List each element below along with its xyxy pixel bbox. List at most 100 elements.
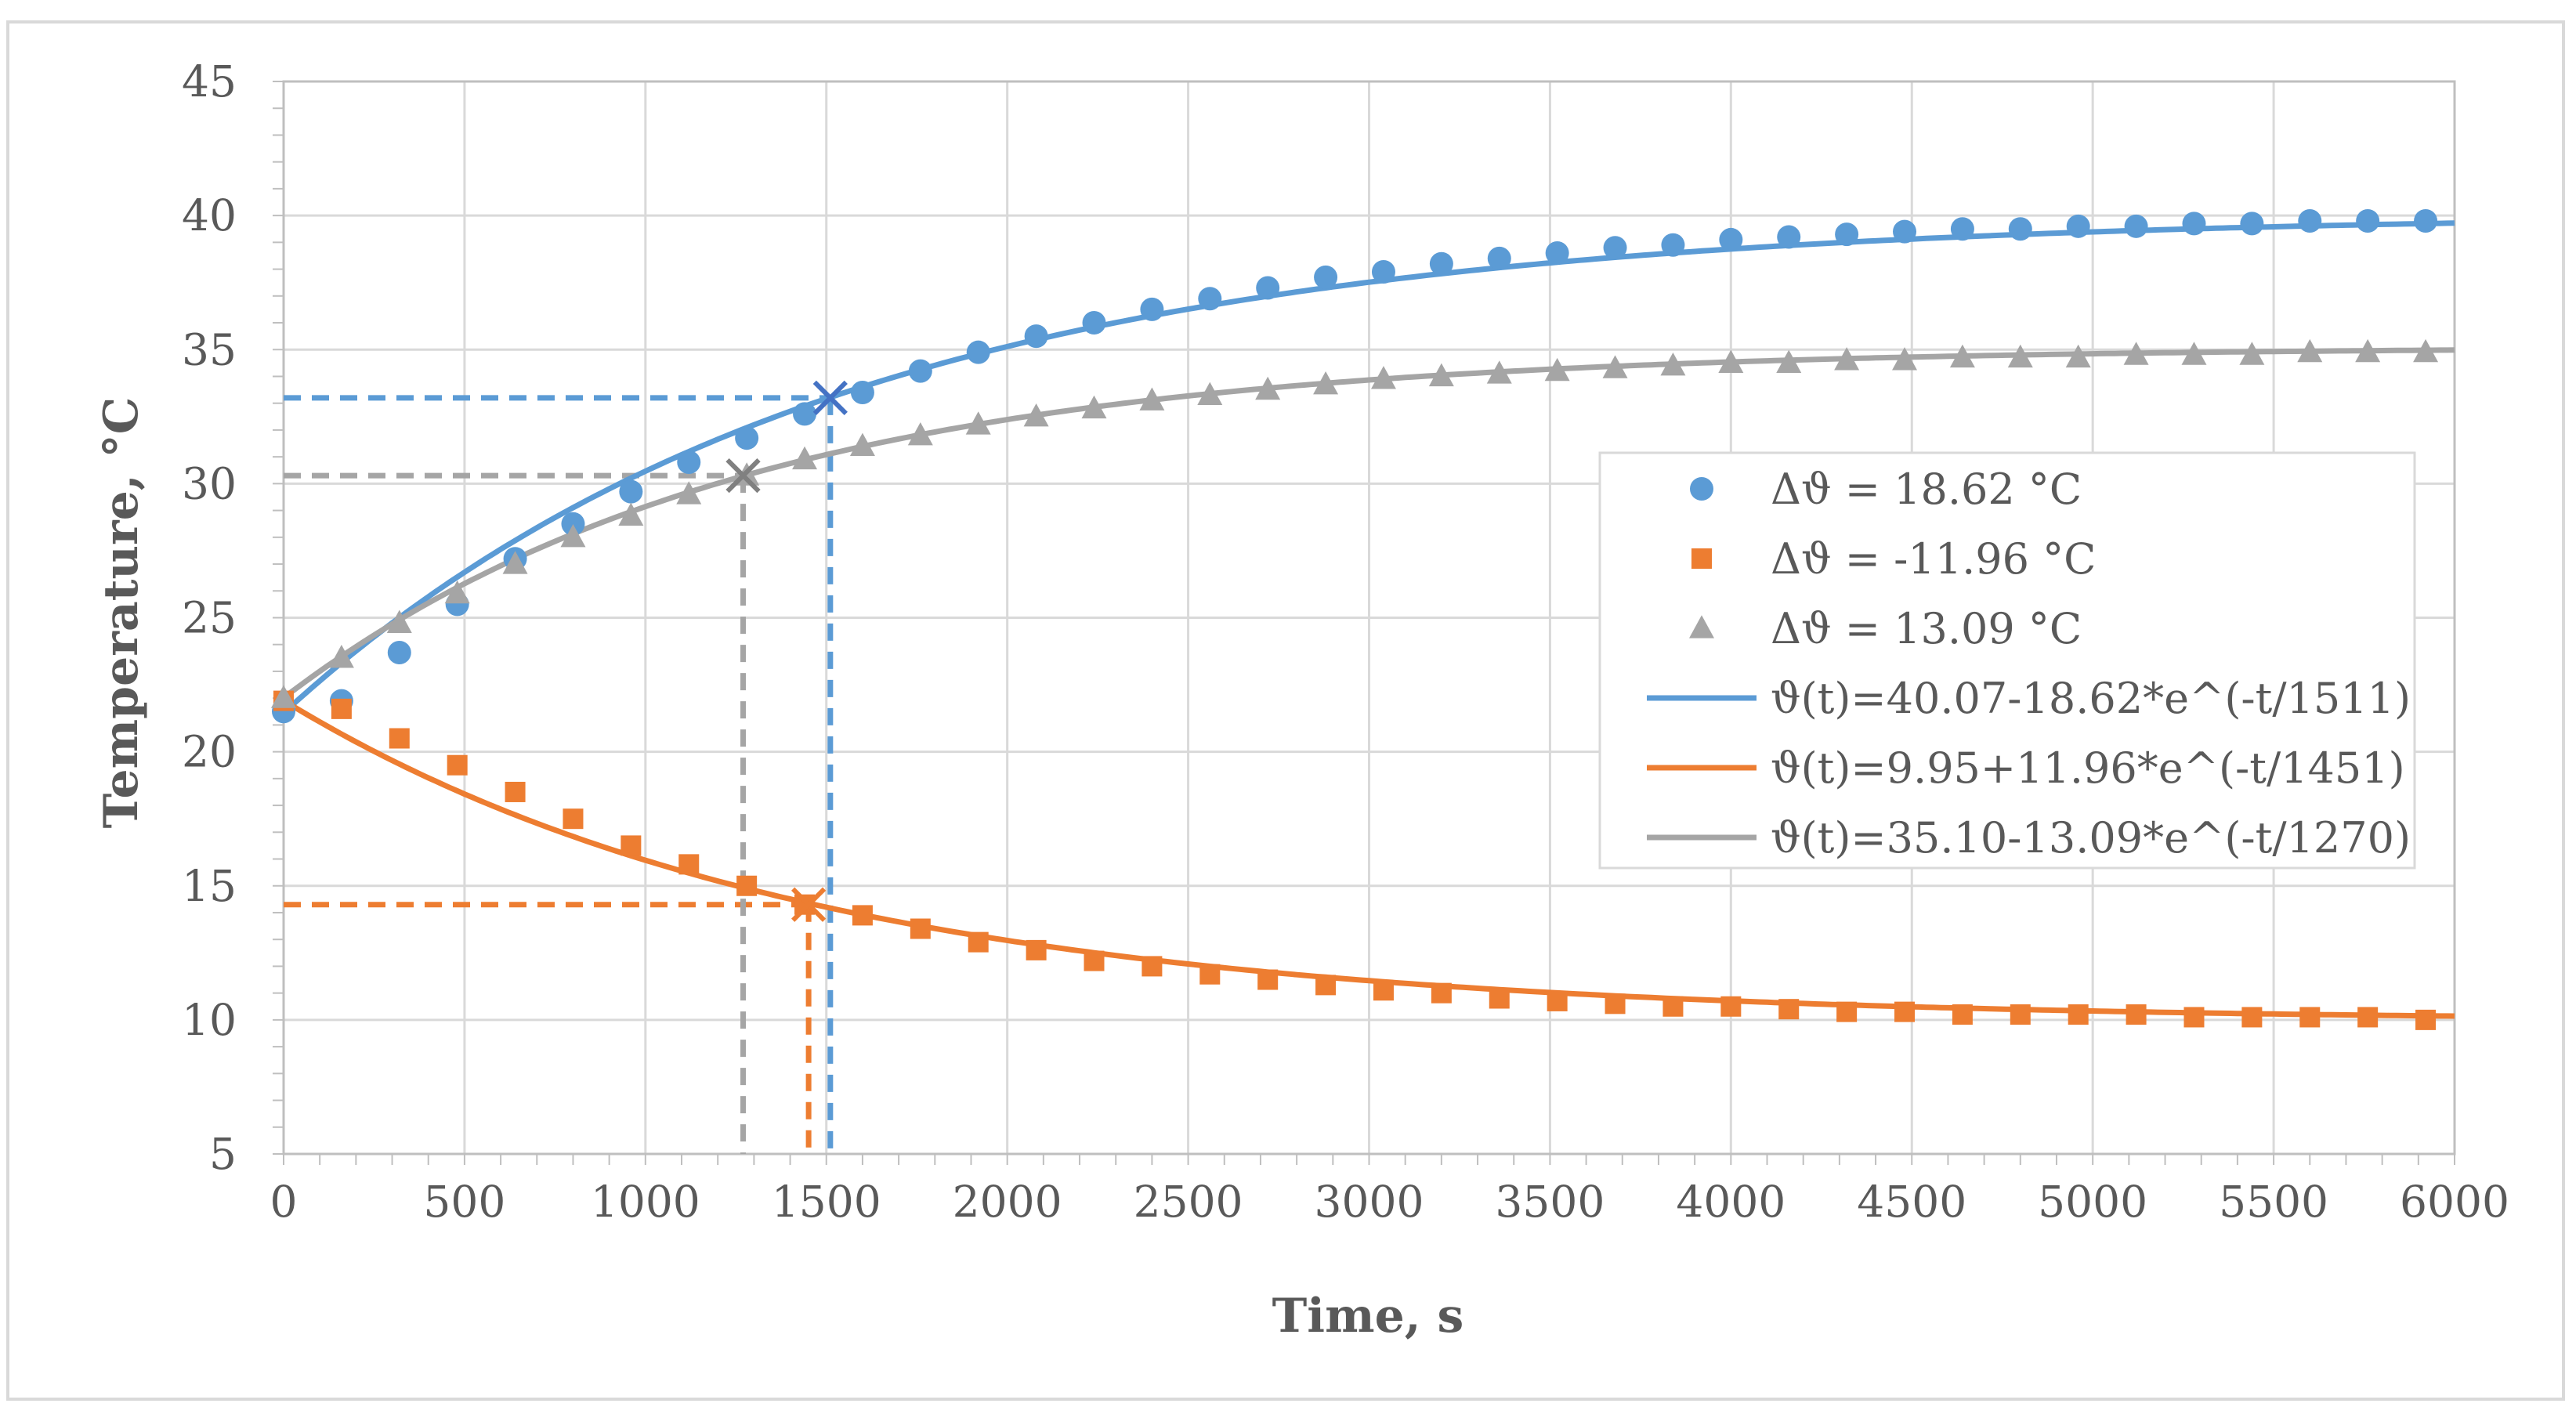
square-marker (2068, 1004, 2089, 1025)
y-axis-ticks: 5 10 15 20 25 30 35 40 45 (182, 56, 237, 1179)
square-marker (2299, 1007, 2321, 1028)
circle-marker (2298, 208, 2322, 233)
triangle-marker (1370, 366, 1396, 389)
triangle-marker (792, 446, 818, 470)
x-tick-label: 4000 (1676, 1177, 1785, 1227)
x-stroke (812, 380, 848, 415)
y-tick-label: 15 (182, 861, 237, 911)
circle-marker (1314, 265, 1338, 289)
x-tick-label: 6000 (2400, 1177, 2509, 1227)
circle-marker (1661, 233, 1685, 257)
legend-label: ϑ(t)=9.95+11.96*e^(-t/1451) (1771, 743, 2405, 793)
circle-marker (2066, 214, 2090, 238)
circle-marker (387, 640, 411, 664)
x-tick-label: 5500 (2219, 1177, 2328, 1227)
x-tick-label: 0 (270, 1177, 298, 1227)
circle-marker (966, 340, 990, 364)
legend-item: Δϑ = -11.96 °C (1691, 534, 2097, 584)
square-marker (910, 918, 931, 939)
square-marker (1257, 969, 1279, 990)
square-marker (1373, 980, 1394, 1001)
square-marker (2357, 1007, 2379, 1028)
y-tick-label: 5 (209, 1129, 237, 1179)
plot-area (282, 80, 2456, 1156)
plot-border (282, 80, 2456, 1156)
circle-marker (2182, 212, 2206, 236)
triangle-marker (2239, 342, 2265, 365)
triangle-marker (1081, 395, 1107, 419)
triangle-marker (907, 421, 933, 446)
triangle-marker (2123, 342, 2149, 365)
fit-curve (282, 698, 2455, 1019)
y-tick-label: 40 (182, 190, 237, 241)
square-marker (447, 754, 468, 776)
time-constant-guides (284, 395, 834, 1154)
triangle-marker (1602, 355, 1628, 378)
time-constant-x-mark (725, 458, 761, 494)
triangle-marker (618, 502, 644, 526)
triangle-marker (1718, 349, 1744, 373)
square-marker (620, 835, 642, 856)
triangle-marker (271, 685, 296, 708)
triangle-marker (965, 411, 991, 435)
square-marker (2415, 1009, 2437, 1030)
circle-marker (793, 402, 817, 426)
x-tick-label: 500 (423, 1177, 505, 1227)
y-tick-label: 25 (182, 593, 237, 643)
legend-label: Δϑ = -11.96 °C (1771, 534, 2097, 584)
square-marker (1605, 993, 1626, 1014)
fit-curve (281, 347, 2455, 700)
circle-marker (1256, 276, 1280, 300)
triangle-marker (1428, 363, 1454, 387)
y-axis-title: Temperature, °C (94, 397, 149, 829)
triangle-marker (1776, 349, 1802, 373)
triangle-marker (560, 524, 586, 548)
square-marker (1894, 1001, 1916, 1022)
square-marker (1662, 996, 1684, 1017)
triangle-marker (1313, 371, 1339, 395)
data-markers (271, 208, 2439, 1030)
triangle-marker (2007, 344, 2033, 368)
circle-marker (561, 512, 585, 536)
square-marker (2010, 1004, 2031, 1025)
circle-marker (2124, 214, 2148, 238)
circle-marker (908, 359, 932, 383)
square-marker (1720, 996, 1742, 1017)
circle-marker (619, 479, 643, 504)
circle-marker (1140, 297, 1164, 321)
y-tick-label: 20 (182, 727, 237, 777)
y-tick-label: 10 (182, 995, 237, 1045)
time-constant-x-mark (791, 887, 827, 922)
legend-item: Δϑ = 13.09 °C (1689, 604, 2082, 653)
circle-marker (1893, 219, 1917, 244)
legend-swatch (1691, 548, 1712, 569)
circle-marker (1198, 287, 1222, 311)
x-axis-ticks: 0 500 1000 1500 2000 2500 3000 3500 4000 4500 5000… (270, 1177, 2509, 1227)
square-marker (563, 808, 584, 830)
square-marker (1836, 1001, 1858, 1022)
circle-marker (1545, 241, 1569, 266)
x-tick-label: 2500 (1134, 1177, 1243, 1227)
circle-marker (1082, 311, 1106, 335)
square-marker (2183, 1007, 2205, 1028)
square-marker (505, 781, 526, 802)
legend-item: ϑ(t)=9.95+11.96*e^(-t/1451) (1647, 743, 2405, 793)
fit-curves (281, 220, 2455, 1019)
triangle-marker (1544, 357, 1570, 382)
circle-marker (677, 450, 701, 474)
triangle-marker (502, 551, 528, 574)
triangle-marker (2413, 338, 2439, 363)
triangle-marker (444, 580, 470, 604)
square-marker (389, 728, 410, 749)
legend-item: ϑ(t)=35.10-13.09*e^(-t/1270) (1647, 813, 2411, 863)
square-marker (1315, 975, 1337, 996)
triangle-marker (1834, 347, 1860, 371)
legend-item: ϑ(t)=40.07-18.62*e^(-t/1511) (1647, 674, 2411, 723)
triangle-marker (1255, 376, 1281, 400)
square-marker (1026, 939, 1047, 960)
circle-marker (850, 381, 874, 405)
triangle-marker (849, 432, 875, 457)
triangle-marker (676, 481, 702, 505)
x-tick-label: 2000 (953, 1177, 1062, 1227)
